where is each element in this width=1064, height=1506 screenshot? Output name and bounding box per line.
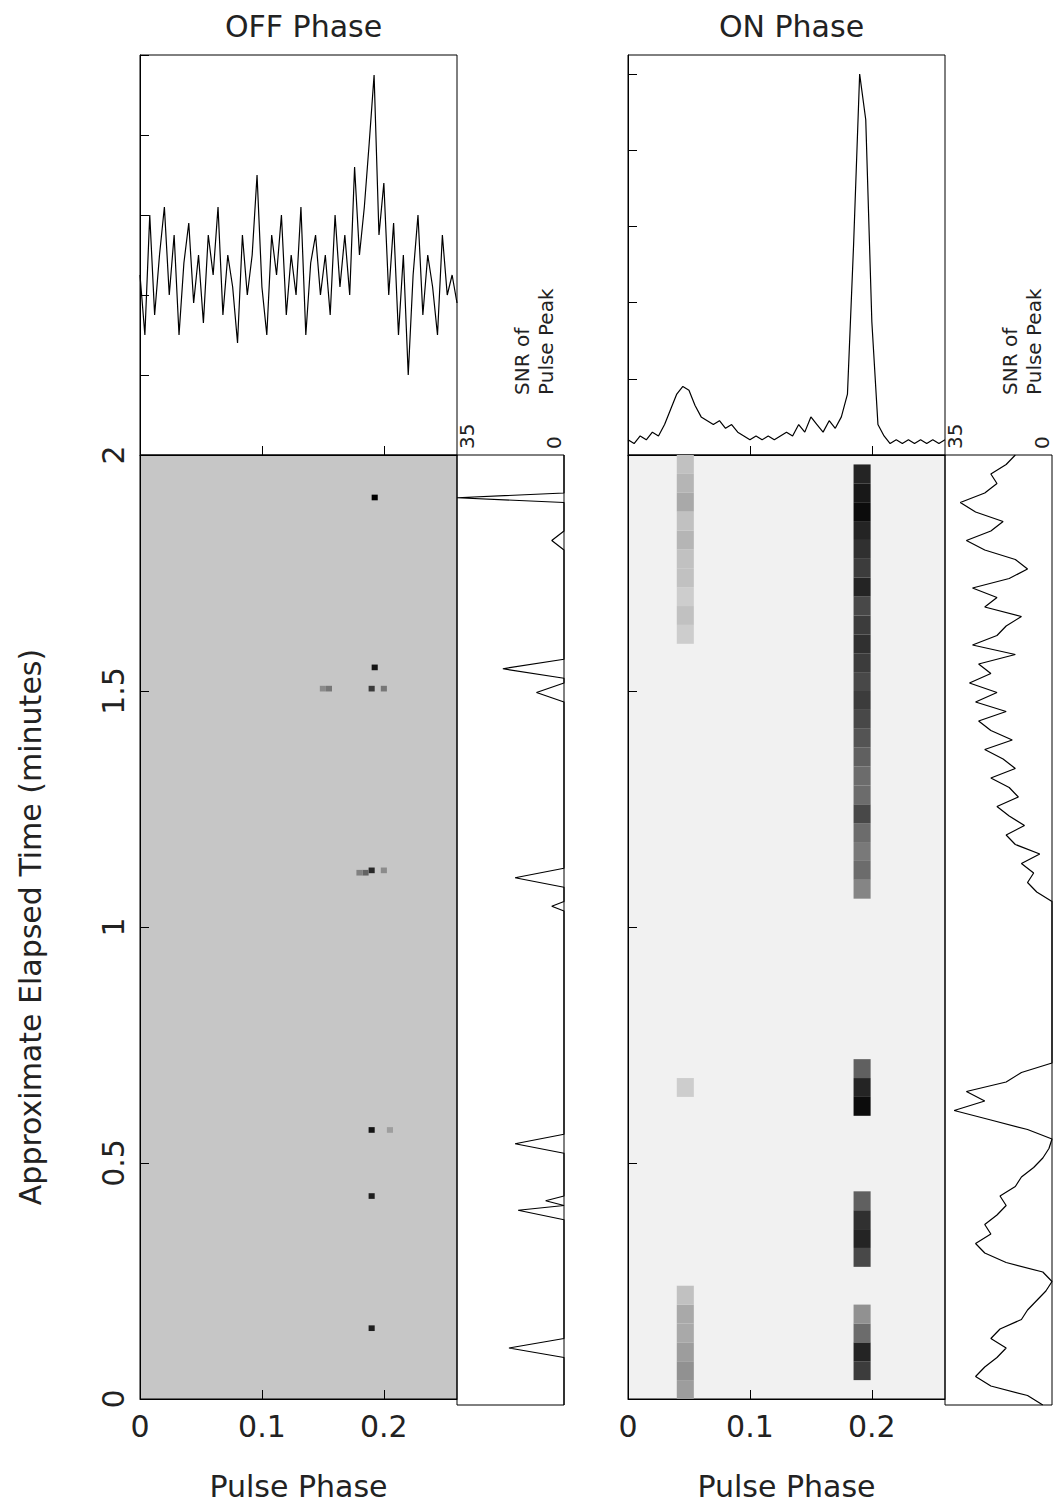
svg-text:2: 2 [96, 445, 131, 464]
svg-text:0.2: 0.2 [360, 1409, 408, 1444]
svg-text:1: 1 [96, 917, 131, 936]
svg-text:35: 35 [943, 424, 967, 449]
svg-text:0: 0 [1030, 436, 1054, 449]
svg-text:SNR of: SNR of [998, 327, 1022, 395]
svg-text:Pulse Phase: Pulse Phase [697, 1469, 875, 1504]
svg-text:0.1: 0.1 [726, 1409, 774, 1444]
svg-text:OFF Phase: OFF Phase [225, 9, 382, 44]
svg-text:0: 0 [618, 1409, 637, 1444]
svg-text:35: 35 [455, 424, 479, 449]
svg-text:ON Phase: ON Phase [719, 9, 864, 44]
svg-text:Approximate Elapsed Time (minu: Approximate Elapsed Time (minutes) [13, 649, 48, 1205]
svg-text:0.2: 0.2 [848, 1409, 896, 1444]
svg-text:0.1: 0.1 [238, 1409, 286, 1444]
svg-text:Pulse Phase: Pulse Phase [209, 1469, 387, 1504]
svg-text:0.5: 0.5 [96, 1139, 131, 1187]
svg-text:0: 0 [130, 1409, 149, 1444]
svg-text:1.5: 1.5 [96, 667, 131, 715]
svg-text:0: 0 [96, 1389, 131, 1408]
svg-text:Pulse Peak: Pulse Peak [1022, 288, 1046, 395]
svg-text:SNR of: SNR of [510, 327, 534, 395]
svg-text:0: 0 [542, 436, 566, 449]
svg-text:Pulse Peak: Pulse Peak [534, 288, 558, 395]
